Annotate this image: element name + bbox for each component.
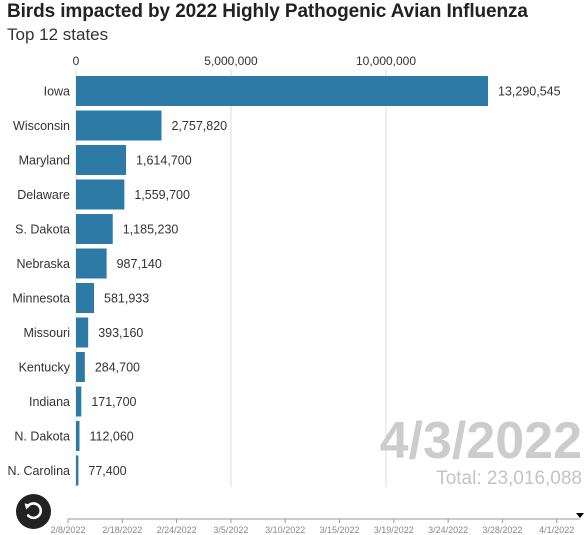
timeline-label: 3/28/2022 — [482, 525, 522, 535]
value-label: 112,060 — [89, 430, 133, 444]
bar — [76, 76, 489, 106]
timeline-label: 3/10/2022 — [265, 525, 305, 535]
category-label: Nebraska — [17, 257, 71, 271]
bar — [76, 386, 82, 417]
value-label: 77,400 — [88, 464, 126, 478]
value-label: 1,614,700 — [136, 154, 192, 168]
value-label: 393,160 — [98, 326, 143, 340]
timeline-label: 3/15/2022 — [319, 525, 359, 535]
replay-button[interactable] — [16, 494, 51, 529]
timeline-label: 2/8/2022 — [50, 525, 85, 535]
chart-subtitle: Top 12 states — [7, 25, 109, 44]
category-label: Minnesota — [12, 292, 70, 306]
bar — [76, 317, 89, 348]
x-tick-label: 5,000,000 — [204, 54, 258, 68]
timeline-label: 3/5/2022 — [213, 525, 248, 535]
category-label: Delaware — [17, 188, 70, 202]
category-label: Iowa — [44, 85, 70, 99]
timeline-handle — [576, 513, 584, 518]
timeline-label: 2/18/2022 — [102, 525, 142, 535]
bar — [76, 110, 162, 141]
bar — [76, 248, 107, 279]
total-label: Total: 23,016,088 — [436, 468, 582, 489]
timeline-label: 4/1/2022 — [539, 525, 574, 535]
category-label: N. Dakota — [14, 430, 70, 444]
category-label: Indiana — [29, 395, 70, 409]
bar — [76, 455, 79, 486]
timeline-label: 3/24/2022 — [428, 525, 468, 535]
timeline-label: 3/19/2022 — [374, 525, 414, 535]
bar — [76, 214, 113, 244]
x-tick-label: 0 — [73, 54, 80, 68]
value-label: 1,559,700 — [134, 188, 190, 202]
replay-icon — [24, 502, 43, 520]
current-date-label: 4/3/2022 — [380, 412, 582, 470]
x-tick-label: 10,000,000 — [356, 54, 416, 68]
category-label: N. Carolina — [7, 464, 70, 478]
value-label: 581,933 — [104, 292, 149, 306]
bar — [76, 145, 127, 175]
category-label: S. Dakota — [15, 223, 70, 237]
value-label: 987,140 — [117, 257, 162, 271]
timeline-label: 2/24/2022 — [157, 525, 197, 535]
value-label: 284,700 — [95, 361, 140, 375]
category-label: Wisconsin — [13, 119, 70, 133]
value-label: 2,757,820 — [171, 119, 227, 133]
value-label: 1,185,230 — [123, 223, 179, 237]
category-label: Kentucky — [19, 361, 71, 375]
category-label: Maryland — [19, 154, 70, 168]
chart-title: Birds impacted by 2022 Highly Pathogenic… — [7, 1, 528, 22]
bar — [76, 352, 85, 382]
bar — [76, 421, 80, 451]
value-label: 171,700 — [91, 395, 136, 409]
value-label: 13,290,545 — [498, 85, 561, 99]
bar — [76, 179, 125, 210]
bar — [76, 283, 95, 313]
category-label: Missouri — [23, 326, 70, 340]
